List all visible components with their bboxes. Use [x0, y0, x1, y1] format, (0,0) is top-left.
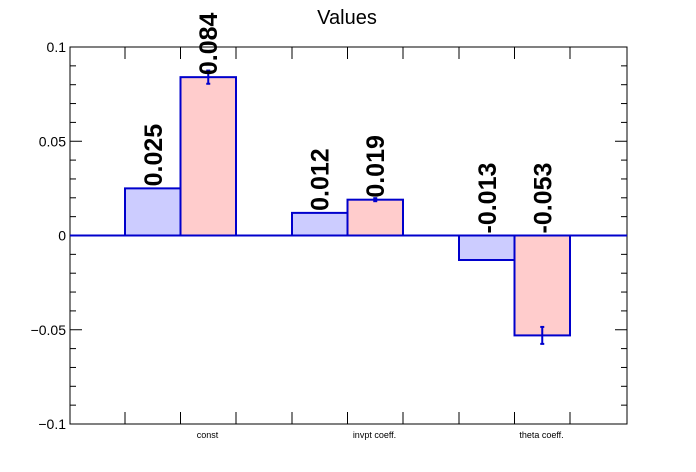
- bar: [346, 198, 404, 237]
- y-tick-label: 0.1: [47, 39, 67, 55]
- chart-title: Values: [317, 7, 377, 29]
- value-label: 0.025: [140, 124, 168, 187]
- value-label: 0.019: [362, 135, 390, 198]
- y-tick-label: 0.05: [39, 133, 66, 149]
- value-label: -0.013: [474, 163, 502, 234]
- bar: [179, 76, 237, 237]
- x-category-label: const: [197, 430, 219, 440]
- y-tick-label: 0: [58, 228, 66, 244]
- bar: [458, 234, 516, 262]
- x-category-label: invpt coeff.: [353, 430, 396, 440]
- value-label: -0.053: [529, 163, 557, 234]
- bar: [513, 234, 571, 337]
- value-label: 0.012: [307, 148, 335, 211]
- bar: [124, 187, 182, 237]
- bar: [291, 211, 349, 237]
- y-tick-label: −0.1: [38, 416, 66, 432]
- plot-area: −0.1 −0.05 0 0.05 0.1 0.025 0.012 -0.013 0.084 0.…: [31, 13, 628, 440]
- value-label: 0.084: [195, 13, 223, 76]
- y-tick-label: −0.05: [31, 322, 67, 338]
- x-category-label: theta coeff.: [519, 430, 563, 440]
